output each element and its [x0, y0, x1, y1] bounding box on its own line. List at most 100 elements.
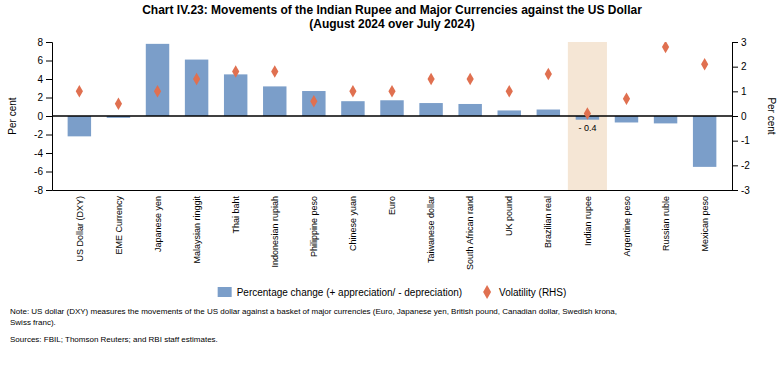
tick: Thai baht [231, 190, 241, 234]
tick-label: Chinese yuan [348, 196, 358, 251]
tick-label: Japanese yen [153, 196, 163, 252]
tick-label: Indian rupee [583, 196, 593, 246]
point [467, 73, 474, 85]
note-line: Swiss franc). [10, 318, 56, 327]
tick-mark [732, 141, 738, 142]
y-axis-title: Per cent [7, 97, 18, 134]
tick-mark [732, 165, 738, 166]
marks [52, 42, 732, 190]
tick: 1 [732, 86, 747, 97]
tick-label: 8 [37, 37, 43, 48]
tick-label: Thai baht [231, 196, 241, 234]
tick-label: UK pound [504, 196, 514, 236]
point [310, 95, 317, 107]
point [506, 85, 513, 97]
tick-label: Argentine peso [622, 196, 632, 257]
x-axis: US Dollar (DXY) EME Currency Japanese yen M… [53, 190, 733, 270]
y2-axis-title: Per cent [766, 97, 777, 134]
legend-swatch [483, 285, 491, 299]
tick-mark [46, 172, 52, 173]
tick: Malaysian ringgit [192, 190, 202, 264]
tick-label: South African rand [465, 196, 475, 270]
tick: 0 [37, 111, 52, 122]
tick-mark [46, 61, 52, 62]
tick-label: 4 [37, 74, 43, 85]
bar [458, 104, 481, 116]
bar [693, 116, 716, 167]
tick: Philippine peso [309, 190, 319, 257]
tick: 2 [37, 92, 52, 103]
tick-label: Malaysian ringgit [192, 196, 202, 264]
bar [537, 110, 560, 116]
bar [146, 44, 169, 116]
point [154, 85, 161, 97]
title-line: (August 2024 over July 2024) [309, 17, 474, 31]
point [349, 85, 356, 97]
tick: Russian ruble [661, 190, 671, 251]
tick: 0 [732, 111, 747, 122]
tick-mark [46, 116, 52, 117]
tick-mark [46, 190, 52, 191]
tick: -1 [732, 135, 750, 146]
plot: - 0.4US Dollar (DXY)EME CurrencyJapanese… [7, 37, 777, 270]
tick: Indian rupee [583, 190, 593, 246]
point [701, 58, 708, 70]
tick: -6 [34, 166, 52, 177]
tick: -8 [34, 185, 52, 196]
tick-label: EME Currency [114, 196, 124, 255]
tick: EME Currency [114, 190, 124, 255]
point [271, 65, 278, 77]
point [193, 73, 200, 85]
tick-label: -2 [34, 129, 43, 140]
tick-mark [46, 135, 52, 136]
tick-label: Brazilian real [543, 196, 553, 248]
legend-item: Percentage change (+ appreciation/ - dep… [218, 287, 462, 298]
tick: Indonesian rupiah [270, 190, 280, 268]
legend-label: Volatility (RHS) [499, 287, 566, 298]
note: Note: US dollar (DXY) measures the movem… [10, 307, 617, 327]
title: Chart IV.23: Movements of the Indian Rup… [142, 3, 642, 31]
tick-mark [732, 91, 738, 92]
tick-label: 1 [741, 86, 747, 97]
point [388, 85, 395, 97]
tick-label: 0 [741, 111, 747, 122]
axis-line [733, 43, 739, 191]
tick: -2 [34, 129, 52, 140]
tick: Mexican peso [700, 190, 710, 252]
tick-mark [46, 42, 52, 43]
bar [380, 100, 403, 116]
tick-label: -4 [34, 148, 43, 159]
tick-label: US Dollar (DXY) [75, 196, 85, 262]
tick: Brazilian real [543, 190, 553, 248]
bar [341, 101, 364, 116]
title-line: Chart IV.23: Movements of the Indian Rup… [142, 3, 642, 17]
tick-label: Philippine peso [309, 196, 319, 257]
bar [615, 116, 638, 122]
point [584, 107, 591, 119]
point [232, 65, 239, 77]
tick: Japanese yen [153, 190, 163, 252]
tick: 6 [37, 55, 52, 66]
tick: -4 [34, 148, 52, 159]
bar [419, 103, 442, 116]
tick-label: -6 [34, 166, 43, 177]
point [623, 92, 630, 104]
tick: 2 [732, 61, 747, 72]
tick: South African rand [465, 190, 475, 270]
tick-label: Indonesian rupiah [270, 196, 280, 268]
tick-label: 0 [37, 111, 43, 122]
tick: Taiwanese dollar [426, 190, 436, 263]
bar [263, 86, 286, 116]
tick-mark [46, 153, 52, 154]
note-line: Note: US dollar (DXY) measures the movem… [10, 307, 617, 316]
point [662, 42, 669, 53]
tick: Euro [387, 190, 397, 215]
tick-label: -8 [34, 185, 43, 196]
bar [185, 60, 208, 116]
tick-label: 3 [741, 37, 747, 48]
point [76, 85, 83, 97]
tick-label: Mexican peso [700, 196, 710, 252]
tick: US Dollar (DXY) [75, 190, 85, 262]
tick: 3 [732, 37, 747, 48]
bar [302, 91, 325, 116]
